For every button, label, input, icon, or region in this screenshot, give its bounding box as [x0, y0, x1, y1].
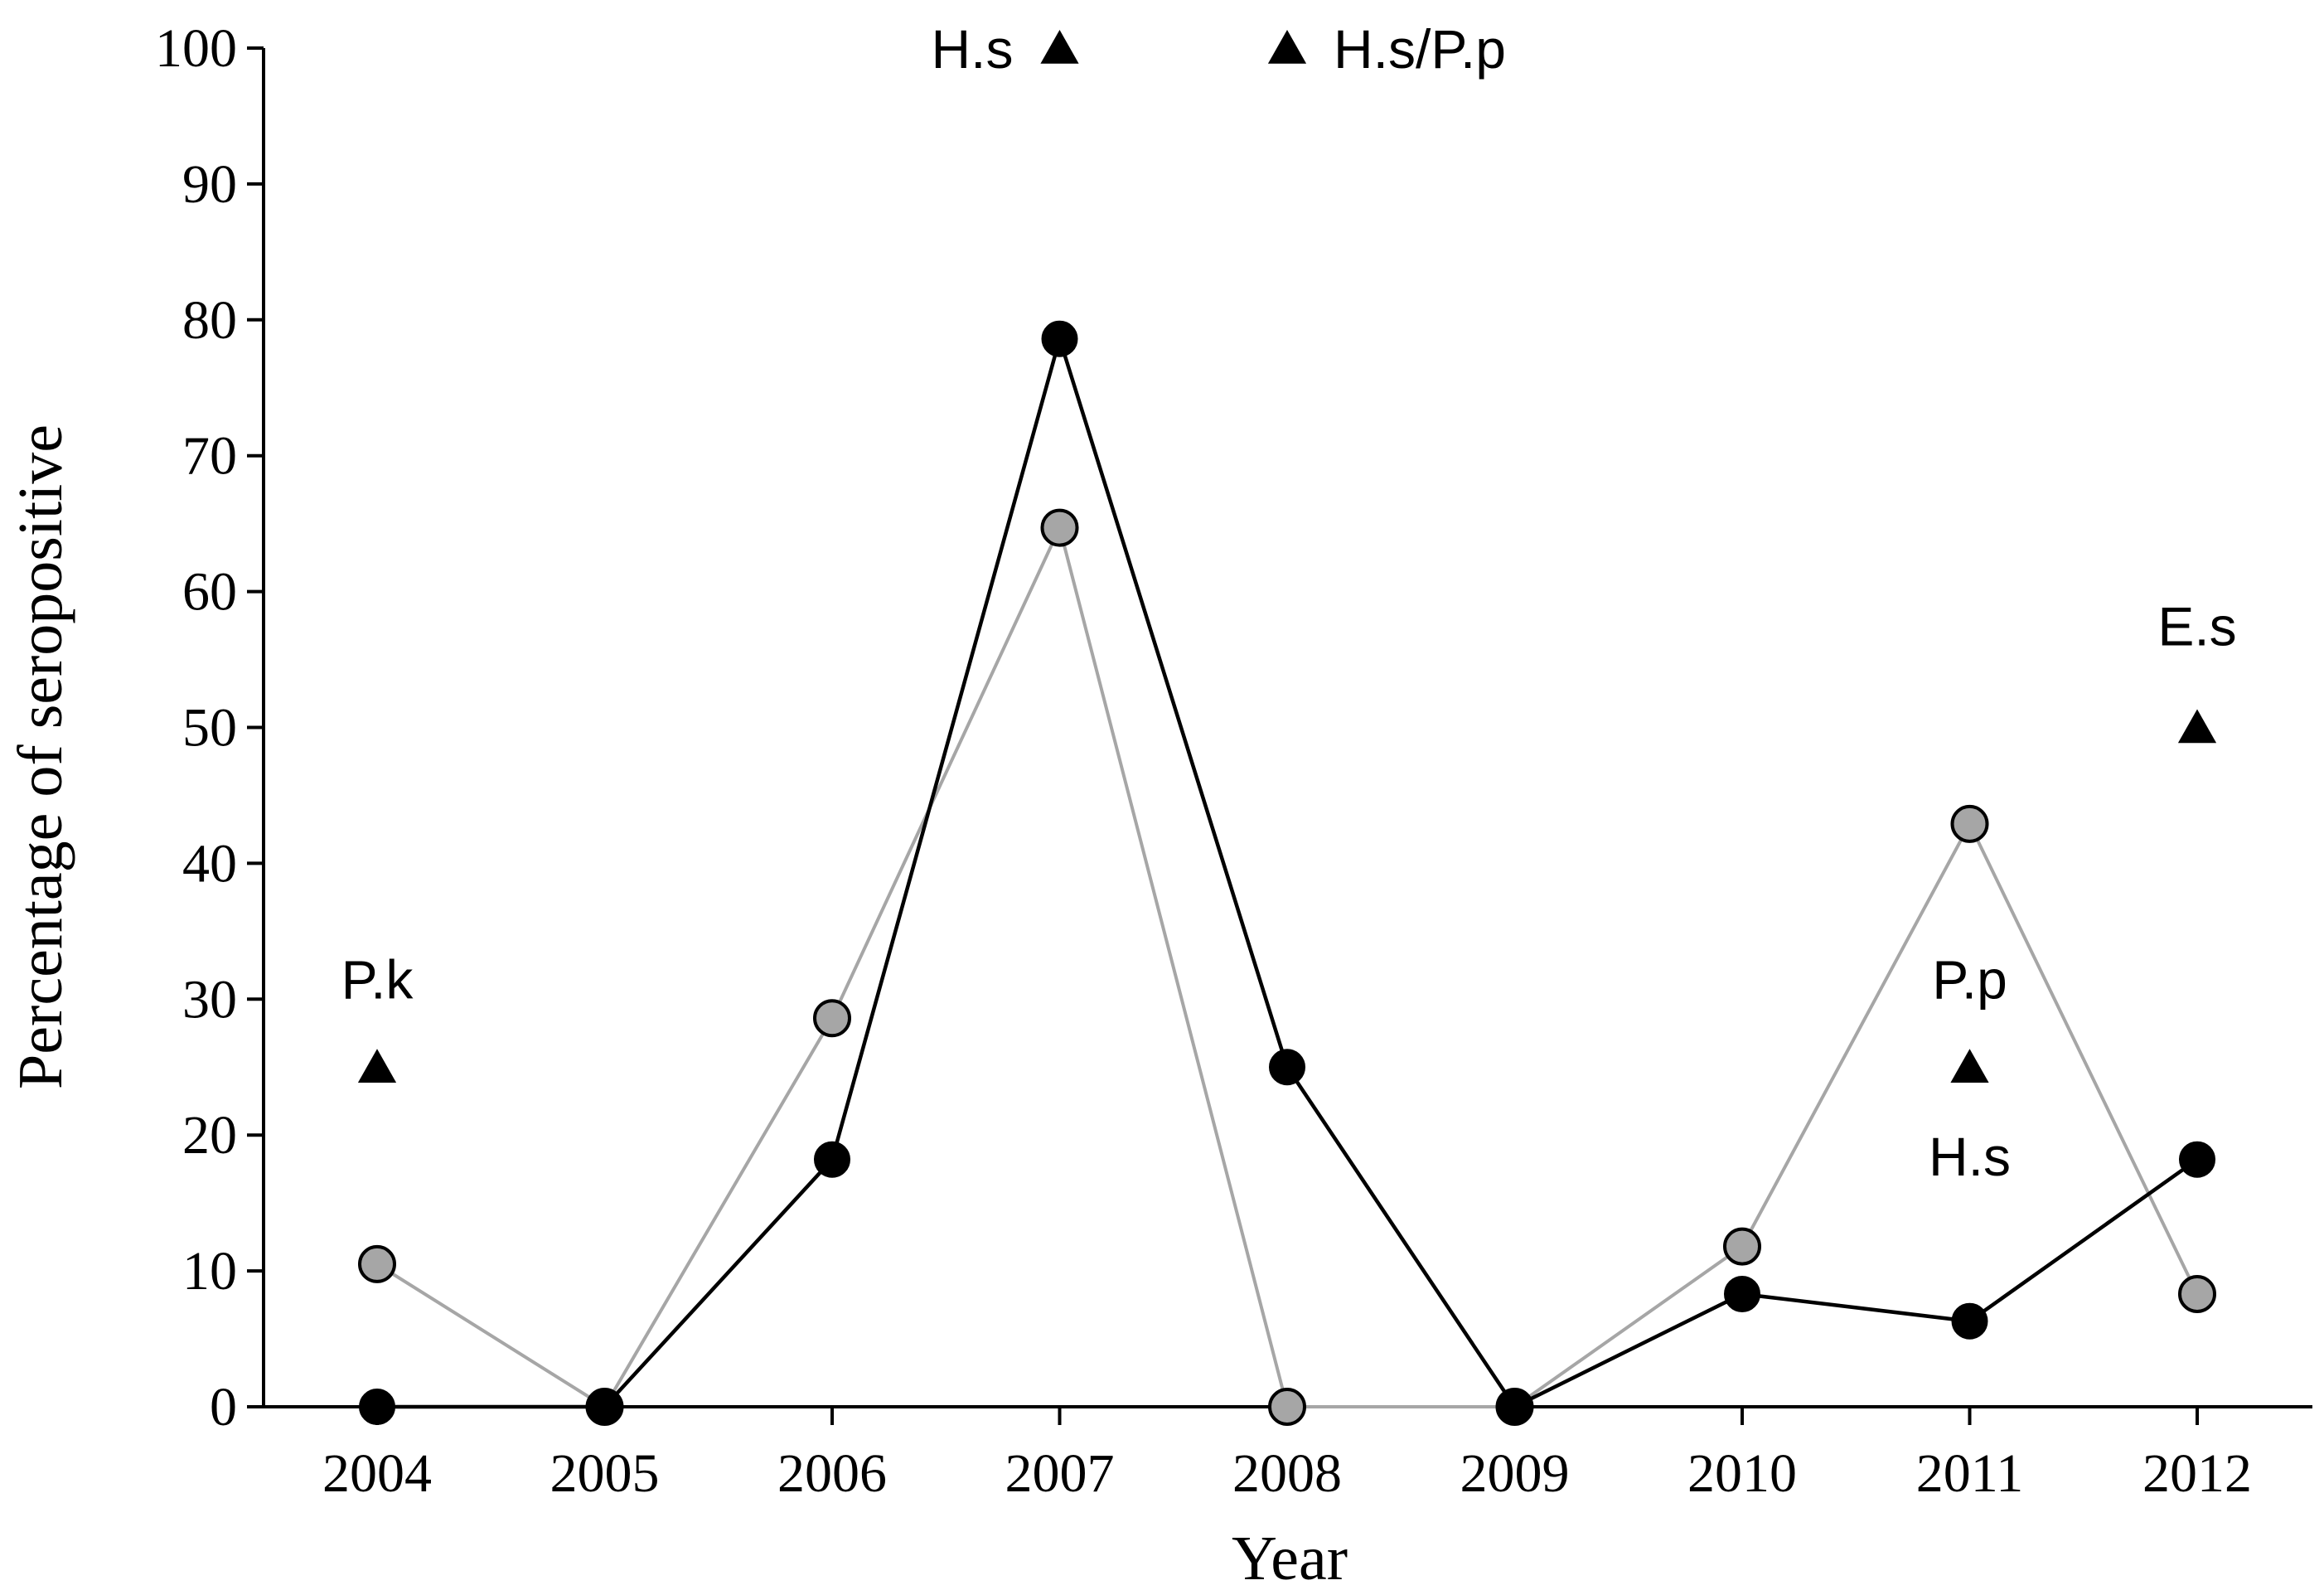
y-tick-label: 40 — [182, 833, 237, 894]
y-tick-label: 70 — [182, 426, 237, 487]
data-point-gray — [2178, 1274, 2216, 1313]
x-tick-label: 2010 — [1687, 1443, 1797, 1504]
data-point-black — [1496, 1389, 1533, 1425]
x-tick-label: 2008 — [1232, 1443, 1342, 1504]
data-point-black — [359, 1389, 395, 1425]
annotation-label: H.s — [932, 18, 1014, 80]
y-axis-title: Percentage of seropositive — [6, 424, 75, 1089]
triangle-markers — [357, 30, 2217, 1083]
y-tick-label: 10 — [182, 1241, 237, 1302]
triangle-marker — [1267, 30, 1307, 64]
annotation-label: H.s — [1929, 1126, 2011, 1187]
x-ticks: 2004 2005 2006 2007 2008 2009 2010 2011 2012 — [322, 1407, 2252, 1504]
data-point-black — [1269, 1049, 1305, 1086]
y-tick-label: 90 — [182, 154, 237, 215]
x-tick-label: 2004 — [322, 1443, 432, 1504]
annotation-label: P.k — [341, 949, 414, 1011]
x-tick-label: 2005 — [550, 1443, 660, 1504]
series-line-black — [377, 332, 2199, 1409]
data-point-gray — [1268, 1388, 1306, 1426]
y-tick-label: 80 — [182, 290, 237, 351]
y-tick-label: 100 — [155, 18, 237, 79]
y-tick-label: 60 — [182, 562, 237, 623]
series-lines — [375, 332, 2199, 1409]
data-point-gray — [1040, 508, 1079, 547]
data-point-black — [1041, 320, 1078, 357]
triangle-marker — [1950, 1049, 1989, 1083]
data-point-gray — [813, 999, 851, 1038]
x-tick-label: 2011 — [1916, 1443, 2024, 1504]
x-tick-label: 2007 — [1005, 1443, 1115, 1504]
y-tick-label: 30 — [182, 969, 237, 1030]
data-point-gray — [1950, 804, 1989, 843]
x-tick-label: 2012 — [2142, 1443, 2252, 1504]
annotation-label: P.p — [1932, 949, 2007, 1011]
data-point-black — [814, 1141, 850, 1178]
x-tick-label: 2006 — [777, 1443, 887, 1504]
y-tick-label: 20 — [182, 1105, 237, 1166]
annotations: P.k H.s H.s/P.p P.p H.s E.s — [341, 18, 2237, 1187]
data-point-gray — [358, 1244, 396, 1283]
data-point-black — [1724, 1275, 1760, 1312]
data-point-black — [586, 1389, 623, 1425]
series-line-gray — [375, 522, 2199, 1409]
y-tick-label: 50 — [182, 698, 237, 759]
triangle-marker — [357, 1049, 397, 1083]
x-axis-title: Year — [1232, 1524, 1348, 1590]
y-tick-label: 0 — [210, 1377, 237, 1437]
y-ticks: 0 10 20 30 40 50 60 70 80 90 100 — [155, 18, 264, 1437]
triangle-marker — [2177, 709, 2217, 744]
data-point-gray — [1723, 1227, 1761, 1266]
data-point-black — [1951, 1302, 1988, 1340]
annotation-label: H.s/P.p — [1334, 18, 1506, 80]
annotation-label: E.s — [2157, 596, 2236, 657]
axes — [247, 48, 2312, 1408]
x-tick-label: 2009 — [1460, 1443, 1570, 1504]
series-points — [358, 320, 2216, 1426]
data-point-black — [2179, 1141, 2215, 1178]
triangle-marker — [1040, 30, 1079, 64]
